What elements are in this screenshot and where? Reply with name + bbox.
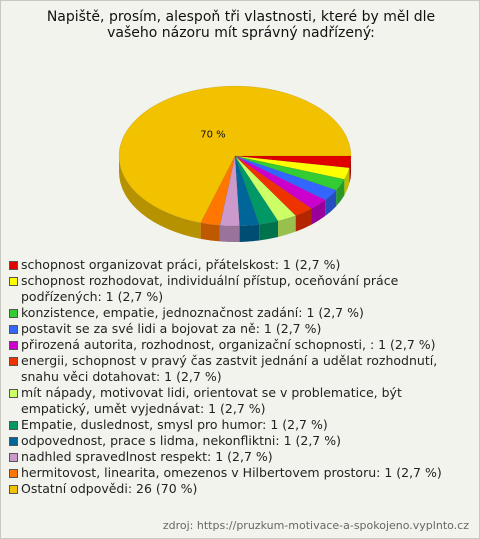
slice-side xyxy=(336,179,345,207)
slice xyxy=(219,155,240,227)
legend-swatch xyxy=(9,389,18,398)
legend-swatch xyxy=(9,261,18,270)
slice xyxy=(234,155,312,216)
legend-swatch xyxy=(9,325,18,334)
value-label: 70 % xyxy=(200,130,225,141)
legend-swatch xyxy=(9,437,18,446)
slice-side xyxy=(295,208,312,232)
legend-item: odpovednost, prace s lidma, nekonfliktni… xyxy=(9,433,471,449)
legend-swatch xyxy=(9,309,18,318)
legend-label: přirozená autorita, rozhodnost, organiza… xyxy=(21,337,436,352)
legend-label: konzistence, empatie, jednoznačnost zadá… xyxy=(21,305,364,320)
slice-side xyxy=(349,156,351,184)
slice xyxy=(234,155,345,191)
slice-side xyxy=(344,167,350,196)
legend-swatch xyxy=(9,277,18,286)
legend-swatch xyxy=(9,453,18,462)
slice-side xyxy=(311,200,326,225)
legend-item: Empatie, duslednost, smysl pro humor: 1 … xyxy=(9,417,471,433)
legend-label: schopnost rozhodovat, individuální příst… xyxy=(21,273,399,304)
slice xyxy=(234,155,297,222)
legend-swatch xyxy=(9,341,18,350)
legend-swatch xyxy=(9,357,18,366)
legend-swatch xyxy=(9,469,18,478)
slice xyxy=(200,155,236,226)
legend-label: Empatie, duslednost, smysl pro humor: 1 … xyxy=(21,417,328,432)
legend-swatch xyxy=(9,485,18,494)
slice-side xyxy=(277,215,296,238)
legend-label: odpovednost, prace s lidma, nekonfliktni… xyxy=(21,433,341,448)
legend-label: mít nápady, motivovat lidi, orientovat s… xyxy=(21,385,402,416)
slice-side xyxy=(325,190,337,217)
legend-item: Ostatní odpovědi: 26 (70 %) xyxy=(9,481,471,497)
legend-item: schopnost organizovat práci, přátelskost… xyxy=(9,257,471,273)
legend-label: postavit se za své lidi a bojovat za ně:… xyxy=(21,321,322,336)
slice-side xyxy=(119,156,201,239)
slice xyxy=(234,155,326,209)
legend-item: konzistence, empatie, jednoznačnost zadá… xyxy=(9,305,471,321)
slice-side xyxy=(259,221,278,241)
legend-item: energii, schopnost v pravý čas zastvit j… xyxy=(9,353,471,385)
legend-label: schopnost organizovat práci, přátelskost… xyxy=(21,257,341,272)
slice-side xyxy=(200,222,220,242)
slice xyxy=(234,155,337,201)
legend-item: schopnost rozhodovat, individuální příst… xyxy=(9,273,471,305)
legend-swatch xyxy=(9,421,18,430)
legend-label: nadhled spravedlnost respekt: 1 (2,7 %) xyxy=(21,449,273,464)
legend-item: přirozená autorita, rozhodnost, organiza… xyxy=(9,337,471,353)
legend-item: mít nápady, motivovat lidi, orientovat s… xyxy=(9,385,471,417)
slice-side xyxy=(219,225,240,242)
legend-label: hermitovost, linearita, omezenos v Hilbe… xyxy=(21,465,442,480)
chart: 70 % xyxy=(118,85,352,242)
legend-item: postavit se za své lidi a bojovat za ně:… xyxy=(9,321,471,337)
slice xyxy=(234,155,279,225)
legend-label: energii, schopnost v pravý čas zastvit j… xyxy=(21,353,438,384)
slice xyxy=(234,155,260,227)
slice xyxy=(234,155,350,180)
slice-side xyxy=(239,224,260,242)
legend-label: Ostatní odpovědi: 26 (70 %) xyxy=(21,481,198,496)
legend-item: nadhled spravedlnost respekt: 1 (2,7 %) xyxy=(9,449,471,465)
slice xyxy=(234,155,352,169)
chart-title: Napiště, prosím, alespoň tři vlastnosti,… xyxy=(46,9,436,41)
source: zdroj: https://pruzkum-motivace-a-spokoj… xyxy=(162,519,469,532)
slice xyxy=(118,85,352,224)
legend-item: hermitovost, linearita, omezenos v Hilbe… xyxy=(9,465,471,481)
legend: schopnost organizovat práci, přátelskost… xyxy=(9,257,471,497)
